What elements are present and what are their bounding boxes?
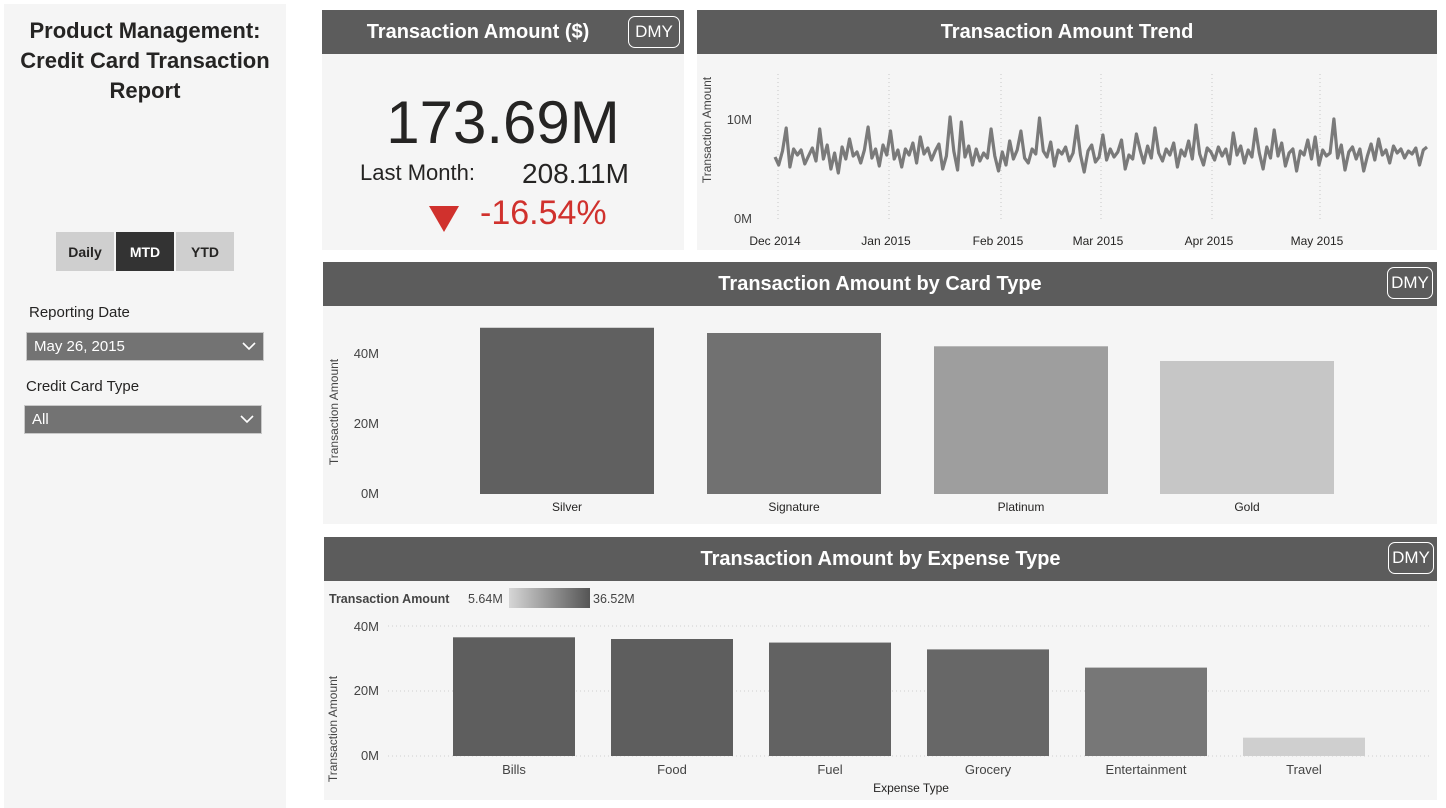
card-type-x-tick: Platinum bbox=[998, 500, 1045, 514]
expense-type-bar[interactable] bbox=[1085, 667, 1207, 756]
expense-y-tick: 0M bbox=[361, 748, 379, 763]
reporting-date-label: Reporting Date bbox=[29, 304, 130, 321]
period-daily-button[interactable]: Daily bbox=[56, 232, 114, 271]
period-toggle: Daily MTD YTD bbox=[56, 232, 234, 271]
kpi-header: Transaction Amount ($) bbox=[322, 10, 684, 54]
trend-y-axis-label: Transaction Amount bbox=[700, 76, 714, 183]
expense-type-bar[interactable] bbox=[611, 639, 733, 756]
card-y-tick: 20M bbox=[354, 416, 379, 431]
last-month-value: 208.11M bbox=[522, 158, 629, 189]
trend-x-tick: Mar 2015 bbox=[1073, 234, 1124, 248]
period-ytd-button[interactable]: YTD bbox=[176, 232, 234, 271]
reporting-date-dropdown[interactable]: May 26, 2015 bbox=[26, 332, 264, 361]
kpi-card: Transaction Amount ($) DMY 173.69M Last … bbox=[322, 10, 684, 250]
chevron-down-icon bbox=[240, 415, 254, 424]
expense-y-tick: 40M bbox=[354, 619, 379, 634]
card-y-axis-label: Transaction Amount bbox=[327, 358, 341, 465]
legend-title: Transaction Amount bbox=[329, 592, 450, 606]
legend-gradient bbox=[509, 588, 590, 608]
last-month-label: Last Month: bbox=[360, 160, 475, 185]
trend-y-tick: 10M bbox=[727, 112, 752, 127]
expense-type-bar[interactable] bbox=[927, 649, 1049, 756]
card-type-label: Credit Card Type bbox=[26, 378, 140, 395]
card-type-bar[interactable] bbox=[934, 346, 1108, 494]
trend-x-tick: Feb 2015 bbox=[973, 234, 1024, 248]
card-type-dmy-button[interactable]: DMY bbox=[1387, 267, 1433, 299]
card-type-bar[interactable] bbox=[1160, 361, 1334, 494]
card-type-value: All bbox=[32, 411, 49, 428]
expense-y-tick: 20M bbox=[354, 683, 379, 698]
card-type-bar[interactable] bbox=[480, 327, 654, 494]
trend-y-tick: 0M bbox=[734, 211, 752, 226]
report-title: Product Management: Credit Card Transact… bbox=[20, 18, 270, 103]
expense-y-axis-label: Transaction Amount bbox=[326, 675, 340, 782]
card-type-title: Transaction Amount by Card Type bbox=[718, 272, 1042, 295]
card-type-x-tick: Gold bbox=[1234, 500, 1259, 514]
card-type-header: Transaction Amount by Card Type bbox=[323, 262, 1437, 306]
down-arrow-icon bbox=[429, 206, 459, 232]
trend-chart: Transaction Amount 10M 0M Dec 2014 Jan 20… bbox=[700, 74, 1429, 248]
card-type-x-tick: Silver bbox=[552, 500, 582, 514]
trend-panel: Transaction Amount Trend Transaction Amo… bbox=[697, 10, 1437, 250]
legend-max: 36.52M bbox=[593, 592, 635, 606]
expense-type-header: Transaction Amount by Expense Type bbox=[324, 537, 1437, 581]
trend-x-tick: Jan 2015 bbox=[861, 234, 911, 248]
expense-type-x-tick: Grocery bbox=[965, 762, 1012, 777]
expense-x-axis-label: Expense Type bbox=[873, 781, 949, 795]
card-type-bar[interactable] bbox=[707, 333, 881, 494]
card-type-dropdown[interactable]: All bbox=[24, 405, 262, 434]
expense-type-x-tick: Food bbox=[657, 762, 687, 777]
expense-type-panel: Transaction Amount by Expense Type DMY T… bbox=[324, 537, 1437, 800]
expense-type-x-tick: Entertainment bbox=[1106, 762, 1187, 777]
kpi-value: 173.69M bbox=[386, 89, 620, 156]
expense-type-bar[interactable] bbox=[453, 637, 575, 756]
chevron-down-icon bbox=[242, 342, 256, 351]
filter-sidebar: Product Management: Credit Card Transact… bbox=[4, 4, 286, 808]
reporting-date-value: May 26, 2015 bbox=[34, 338, 125, 355]
trend-title: Transaction Amount Trend bbox=[940, 20, 1194, 43]
expense-type-bar[interactable] bbox=[1243, 737, 1365, 756]
period-mtd-button[interactable]: MTD bbox=[116, 232, 174, 271]
expense-type-x-tick: Bills bbox=[502, 762, 526, 777]
trend-x-tick: May 2015 bbox=[1291, 234, 1344, 248]
trend-line bbox=[773, 115, 1429, 175]
kpi-dmy-button[interactable]: DMY bbox=[628, 16, 680, 48]
kpi-change: -16.54% bbox=[480, 194, 607, 232]
expense-type-title: Transaction Amount by Expense Type bbox=[700, 547, 1061, 570]
trend-header: Transaction Amount Trend bbox=[697, 10, 1437, 54]
card-type-x-tick: Signature bbox=[768, 500, 820, 514]
card-y-tick: 40M bbox=[354, 346, 379, 361]
expense-type-chart: Transaction Amount 5.64M 36.52M Transact… bbox=[326, 588, 1429, 795]
expense-type-x-tick: Travel bbox=[1286, 762, 1322, 777]
legend-min: 5.64M bbox=[468, 592, 503, 606]
expense-type-x-tick: Fuel bbox=[817, 762, 842, 777]
card-type-panel: Transaction Amount by Card Type DMY Tran… bbox=[323, 262, 1437, 524]
expense-dmy-button[interactable]: DMY bbox=[1388, 542, 1434, 574]
card-y-tick: 0M bbox=[361, 486, 379, 501]
trend-x-tick: Apr 2015 bbox=[1185, 234, 1234, 248]
card-type-chart: Transaction Amount 0M 20M 40M Silver Sign… bbox=[327, 327, 1334, 514]
expense-type-bar[interactable] bbox=[769, 642, 891, 756]
trend-x-tick: Dec 2014 bbox=[749, 234, 801, 248]
kpi-title: Transaction Amount ($) bbox=[366, 20, 590, 43]
